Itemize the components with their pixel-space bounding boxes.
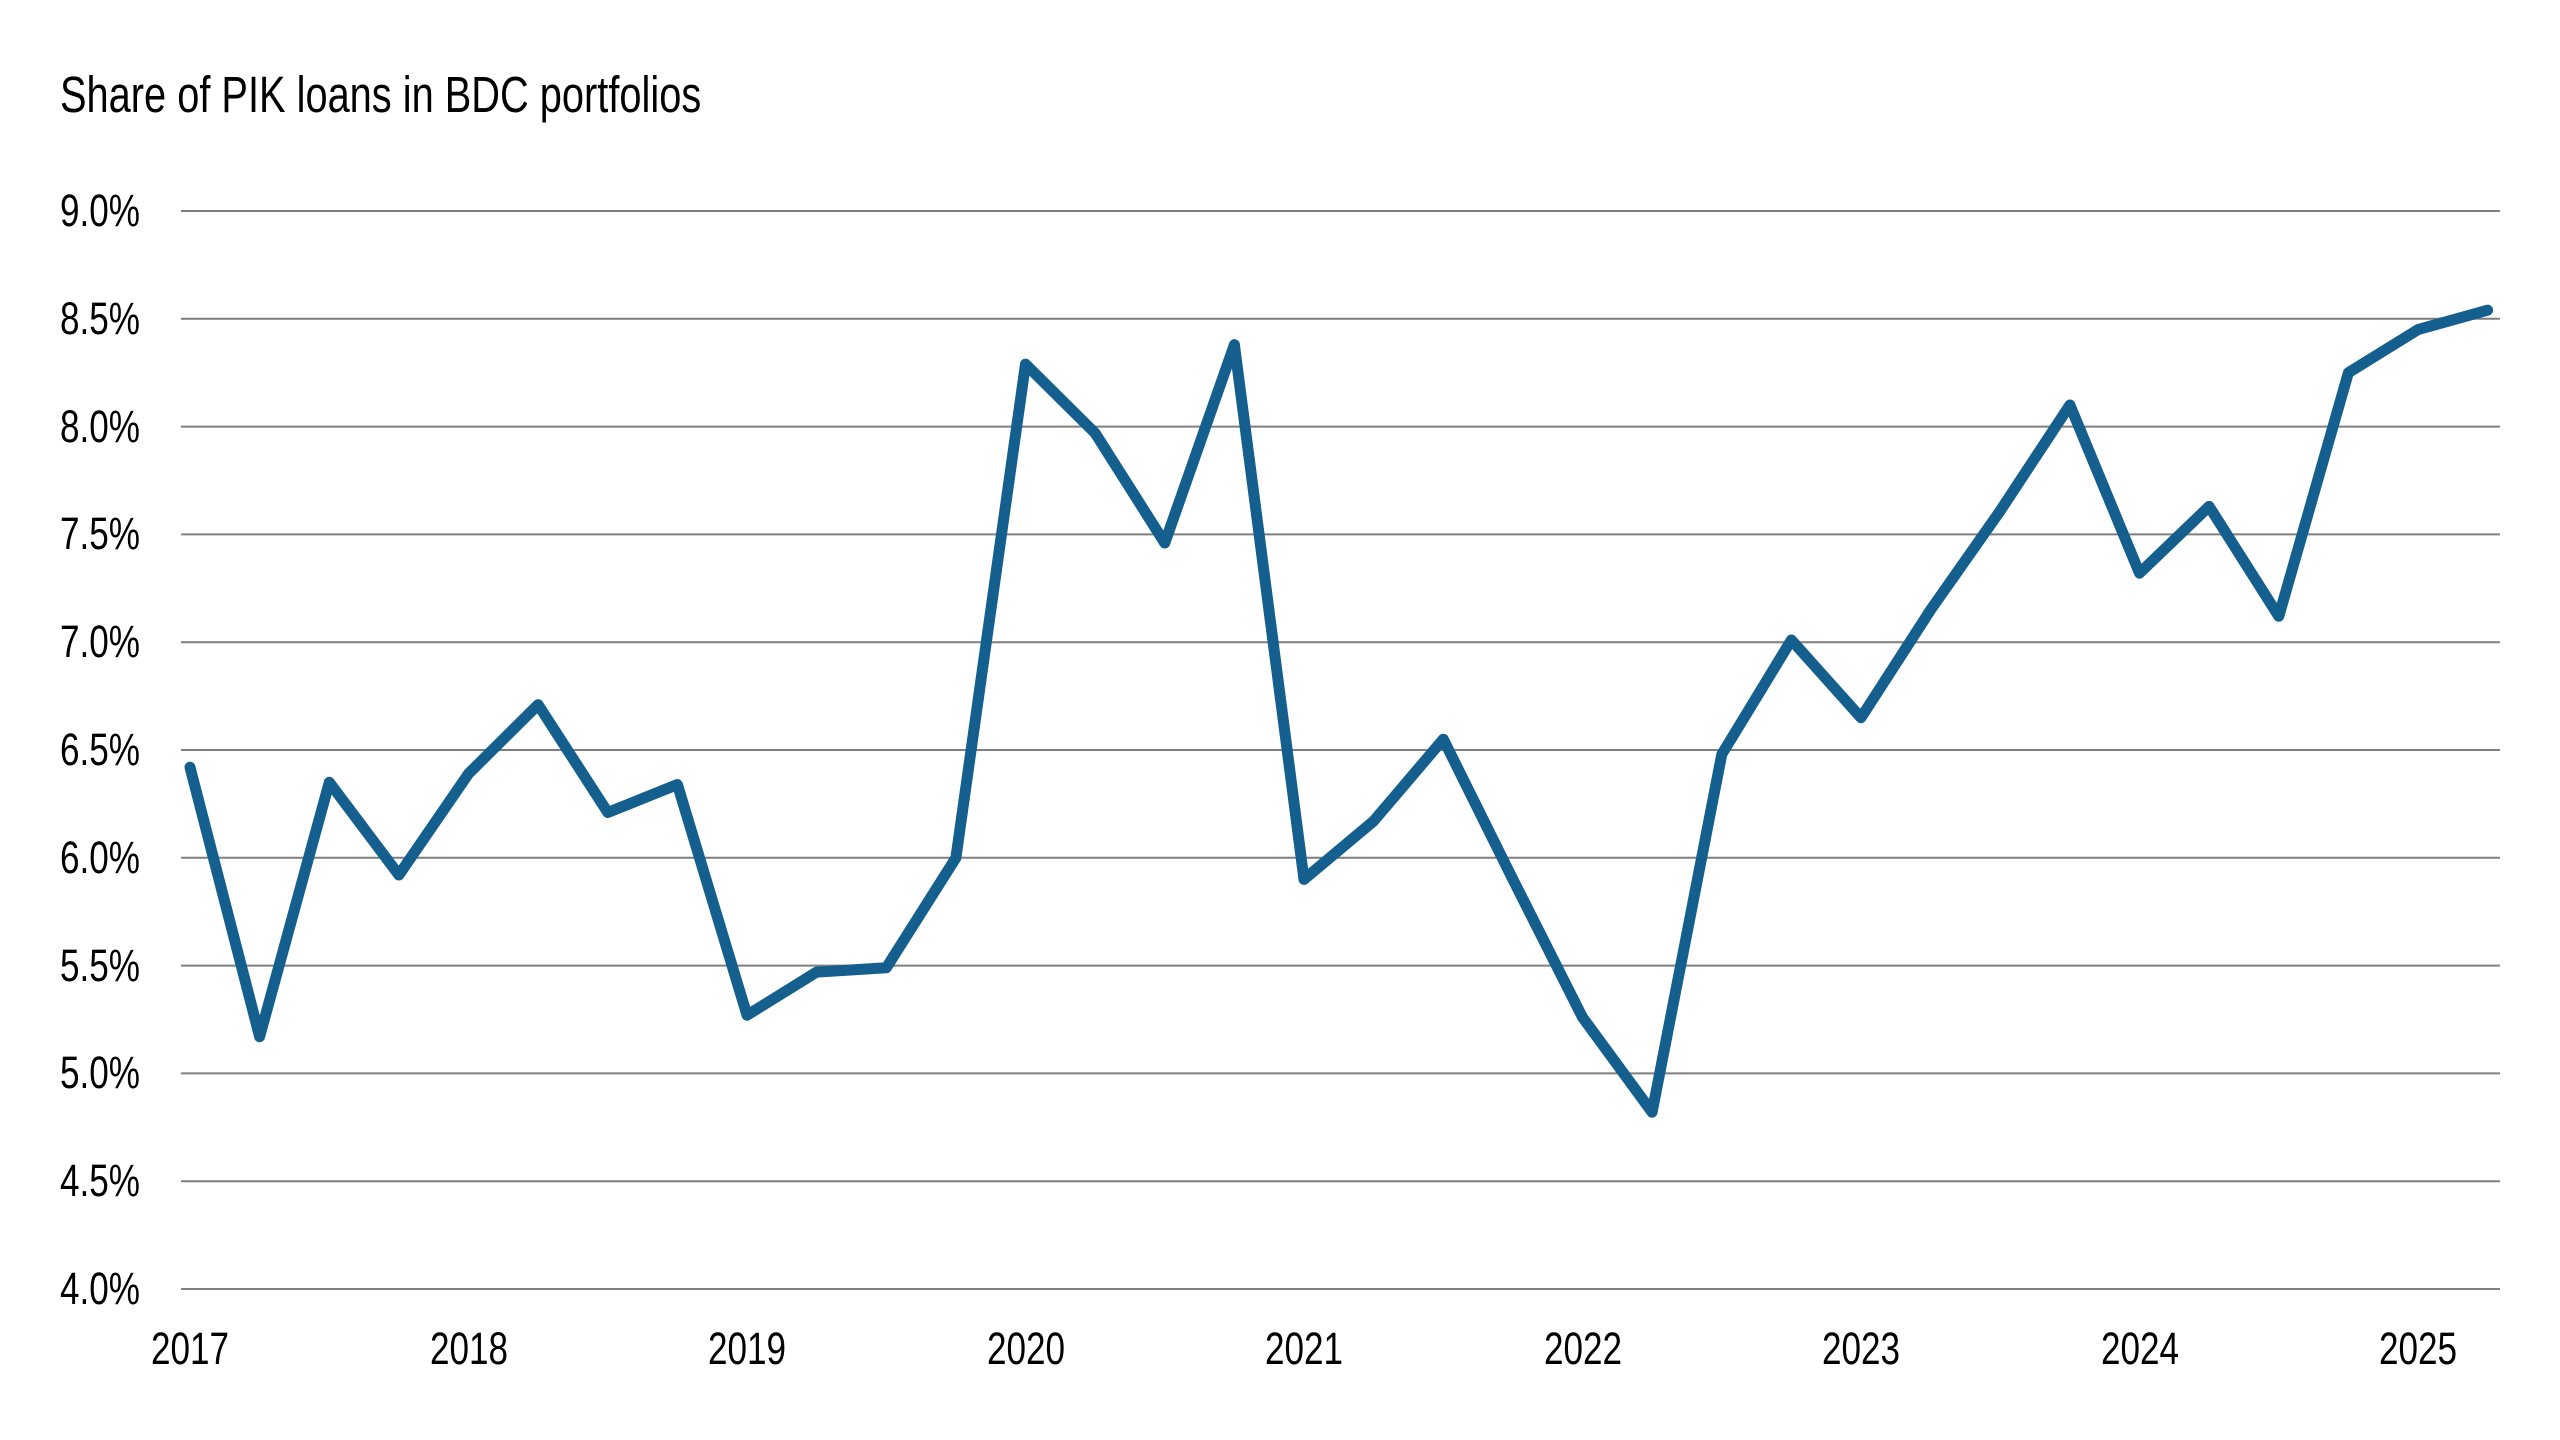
y-tick-label: 8.0%: [59, 401, 140, 452]
y-tick-label: 4.5%: [59, 1155, 140, 1206]
y-tick-label: 7.0%: [59, 616, 140, 667]
x-tick-label: 2022: [1543, 1323, 1623, 1374]
x-tick-label: 2017: [150, 1323, 230, 1374]
y-tick-label: 4.0%: [59, 1263, 140, 1314]
y-tick-label: 8.5%: [59, 293, 140, 344]
y-tick-label: 6.5%: [59, 724, 140, 775]
pik-share-line: [184, 304, 2494, 1118]
x-tick-label: 2021: [1264, 1323, 1344, 1374]
x-tick-label: 2025: [2378, 1323, 2458, 1374]
y-tick-label: 5.5%: [59, 940, 140, 991]
x-tick-label: 2023: [1821, 1323, 1901, 1374]
x-tick-label: 2020: [986, 1323, 1066, 1374]
x-tick-label: 2018: [429, 1323, 509, 1374]
y-tick-label: 6.0%: [59, 832, 140, 883]
x-tick-label: 2019: [707, 1323, 787, 1374]
chart-title: Share of PIK loans in BDC portfolios: [60, 66, 702, 123]
x-tick-label: 2024: [2100, 1323, 2180, 1374]
y-tick-label: 5.0%: [59, 1047, 140, 1098]
y-tick-label: 7.5%: [59, 508, 140, 559]
y-tick-label: 9.0%: [59, 185, 140, 236]
